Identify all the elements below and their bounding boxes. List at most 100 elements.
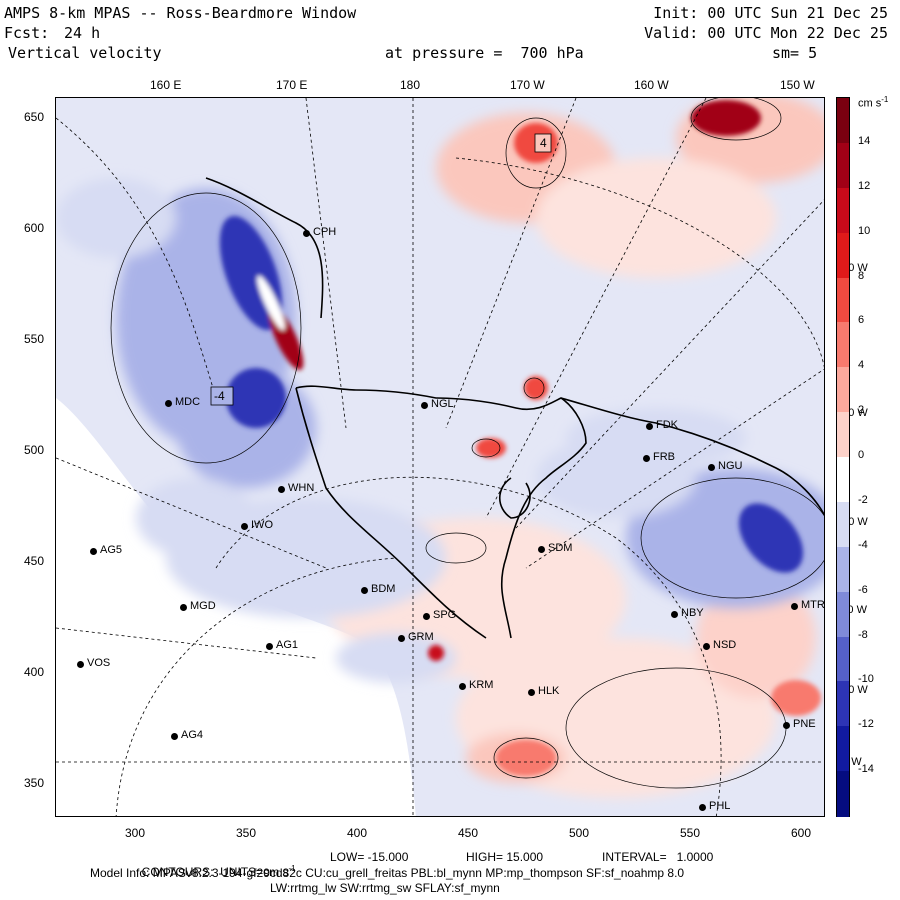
colorbar-segment bbox=[837, 412, 849, 458]
colorbar-level-label: 8 bbox=[858, 269, 865, 282]
footer-contours: CONTOURS: UNITS=cm s-1 bbox=[135, 850, 296, 879]
station-marker bbox=[398, 635, 405, 642]
station-marker bbox=[423, 613, 430, 620]
station-label: VOS bbox=[87, 657, 111, 669]
station-marker bbox=[646, 423, 653, 430]
footer-contours-exp: -1 bbox=[288, 864, 296, 873]
lon-label-170e: 170 E bbox=[276, 78, 308, 92]
contour-label-high: 4 bbox=[540, 136, 547, 150]
station-marker bbox=[241, 523, 248, 530]
station-label: AG4 bbox=[181, 729, 204, 741]
colorbar bbox=[836, 97, 850, 817]
pressure-level: at pressure = 700 hPa bbox=[385, 44, 584, 62]
map-canvas bbox=[56, 98, 824, 816]
colorbar-level-label: -8 bbox=[858, 628, 868, 641]
station-marker bbox=[361, 587, 368, 594]
footer-high: HIGH= 15.000 bbox=[466, 850, 544, 864]
station-label: CPH bbox=[313, 226, 337, 238]
colorbar-segment bbox=[837, 142, 849, 189]
forecast-hours: 24 h bbox=[64, 24, 101, 42]
footer-interval: INTERVAL= 1.0000 bbox=[602, 850, 714, 864]
x-label-400: 400 bbox=[347, 826, 368, 840]
colorbar-segment bbox=[837, 98, 849, 144]
colorbar-segment bbox=[837, 726, 849, 772]
colorbar-segment bbox=[837, 636, 849, 682]
colorbar-segment bbox=[837, 501, 849, 548]
station-label: FDK bbox=[656, 419, 678, 431]
station-marker bbox=[791, 603, 798, 610]
y-label-600: 600 bbox=[24, 221, 45, 235]
field-name: Vertical velocity bbox=[8, 44, 162, 62]
forecast-label: Fcst: bbox=[4, 24, 50, 42]
y-label-450: 450 bbox=[24, 554, 45, 568]
station-marker bbox=[538, 546, 545, 553]
contour-label-box-low bbox=[210, 386, 234, 406]
colorbar-level-label: -10 bbox=[858, 673, 874, 686]
station-marker bbox=[278, 486, 285, 493]
colorbar-level-label: 2 bbox=[858, 404, 865, 417]
station-marker bbox=[671, 611, 678, 618]
station-marker bbox=[165, 400, 172, 407]
colorbar-unit: cm s-1 bbox=[858, 95, 888, 110]
colorbar-level-label: -2 bbox=[858, 493, 868, 506]
colorbar-level-label: 10 bbox=[858, 224, 871, 237]
station-label: BDM bbox=[371, 583, 396, 595]
colorbar-level-label: 0 bbox=[858, 449, 865, 461]
colorbar-segment bbox=[837, 232, 849, 278]
station-marker bbox=[459, 683, 466, 690]
station-marker bbox=[643, 455, 650, 462]
colorbar-segment bbox=[837, 591, 849, 637]
station-marker bbox=[77, 661, 84, 668]
y-label-500: 500 bbox=[24, 443, 45, 457]
station-label: NSD bbox=[713, 639, 737, 651]
plot-title: AMPS 8-km MPAS -- Ross-Beardmore Window bbox=[4, 4, 357, 22]
colorbar-segment bbox=[837, 457, 849, 503]
lon-label-170w: 170 W bbox=[510, 78, 545, 92]
y-label-650: 650 bbox=[24, 110, 45, 124]
map-panel: 4 -4 CPH MDC NGL FDK FRB NGU WHN IWO AG5 SDM BDM SP… bbox=[55, 97, 825, 817]
colorbar-segment bbox=[837, 277, 849, 323]
station-label: NBY bbox=[681, 607, 704, 619]
station-marker bbox=[303, 230, 310, 237]
x-label-300: 300 bbox=[125, 826, 146, 840]
x-label-600: 600 bbox=[791, 826, 812, 840]
colorbar-level-label: -14 bbox=[858, 763, 874, 776]
y-label-350: 350 bbox=[24, 776, 45, 790]
colorbar-segment bbox=[837, 367, 849, 413]
station-label: PHL bbox=[709, 800, 731, 812]
colorbar-segment bbox=[837, 546, 849, 593]
colorbar-segment bbox=[837, 322, 849, 368]
valid-time: Valid: 00 UTC Mon 22 Dec 25 bbox=[644, 24, 888, 42]
station-marker bbox=[699, 804, 706, 811]
station-label: GRM bbox=[408, 631, 434, 643]
colorbar-segment bbox=[837, 187, 849, 234]
station-marker bbox=[708, 464, 715, 471]
colorbar-level-label: -4 bbox=[858, 538, 868, 551]
colorbar-level-label: -12 bbox=[858, 718, 874, 731]
station-marker bbox=[266, 643, 273, 650]
station-label: AG1 bbox=[276, 639, 299, 651]
station-label: NGL bbox=[431, 398, 454, 410]
station-marker bbox=[180, 604, 187, 611]
colorbar-level-label: -6 bbox=[858, 583, 868, 596]
colorbar-level-label: 4 bbox=[858, 359, 865, 372]
station-label: MDC bbox=[175, 396, 201, 408]
contour-label-low: -4 bbox=[214, 389, 225, 403]
station-label: PNE bbox=[793, 718, 816, 730]
y-label-550: 550 bbox=[24, 332, 45, 346]
contour-label-box-high bbox=[534, 133, 552, 153]
colorbar-segment bbox=[837, 771, 849, 817]
colorbar-segment bbox=[837, 681, 849, 727]
lon-label-160e: 160 E bbox=[150, 78, 182, 92]
graticule bbox=[56, 98, 824, 816]
station-marker bbox=[703, 643, 710, 650]
coastlines bbox=[205, 177, 824, 639]
station-label: IWO bbox=[251, 519, 273, 531]
colorbar-level-label: 14 bbox=[858, 134, 871, 147]
colorbar-level-label: 12 bbox=[858, 179, 871, 192]
x-label-550: 550 bbox=[680, 826, 701, 840]
x-label-450: 450 bbox=[458, 826, 479, 840]
x-label-350: 350 bbox=[236, 826, 257, 840]
station-label: WHN bbox=[288, 482, 315, 494]
footer-contours-label: CONTOURS: UNITS=cm s bbox=[141, 865, 289, 879]
